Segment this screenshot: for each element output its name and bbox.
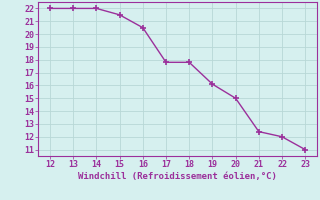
X-axis label: Windchill (Refroidissement éolien,°C): Windchill (Refroidissement éolien,°C) [78,172,277,181]
